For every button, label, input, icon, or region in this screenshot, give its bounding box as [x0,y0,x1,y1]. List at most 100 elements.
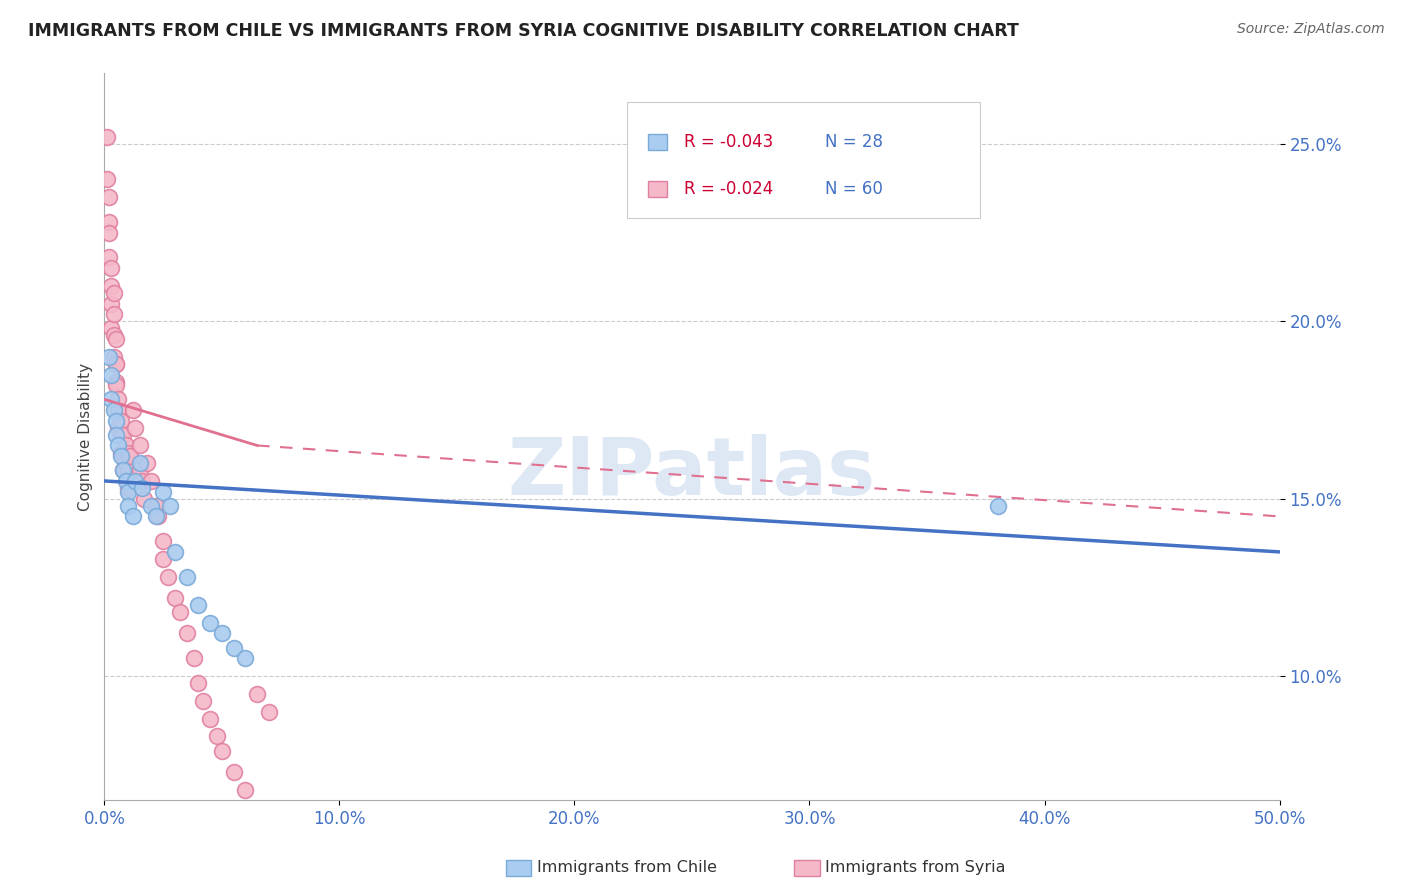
Y-axis label: Cognitive Disability: Cognitive Disability [79,362,93,510]
Point [131,481,153,495]
Point [107,438,129,452]
Text: R = -0.043: R = -0.043 [685,133,773,151]
Point [124,421,146,435]
FancyBboxPatch shape [648,181,666,197]
Point [131,474,153,488]
Point [103,285,125,300]
Point [183,651,205,665]
Point [103,307,125,321]
Point [110,445,132,459]
Point [110,427,132,442]
Text: Source: ZipAtlas.com: Source: ZipAtlas.com [1237,22,1385,37]
Point [148,509,170,524]
Point [198,712,221,726]
Point [121,403,143,417]
Point [100,321,122,335]
Text: N = 28: N = 28 [825,133,883,151]
Point [96,172,118,186]
Point [163,591,186,605]
Point [128,438,150,452]
Point [257,705,280,719]
Point [205,730,228,744]
Point [986,499,1008,513]
Point [145,509,167,524]
Point [120,449,142,463]
Point [211,626,233,640]
Point [141,474,163,488]
Point [246,687,269,701]
Point [100,296,122,310]
Point [187,598,209,612]
Point [100,368,122,382]
Point [98,190,121,204]
Point [114,438,136,452]
Point [110,414,132,428]
Point [211,743,233,757]
Point [121,509,143,524]
FancyBboxPatch shape [648,134,666,150]
Point [112,427,135,442]
Point [110,449,132,463]
Point [198,615,221,630]
Point [191,694,214,708]
Point [103,350,125,364]
Point [105,375,128,389]
Point [152,484,174,499]
Point [163,545,186,559]
Point [107,392,129,407]
Point [117,445,139,459]
Text: N = 60: N = 60 [825,180,883,198]
Point [100,261,122,276]
Point [124,474,146,488]
Point [114,456,136,470]
Point [98,215,121,229]
Point [112,463,135,477]
Point [105,427,128,442]
Point [117,484,139,499]
Point [141,499,163,513]
Point [98,350,121,364]
Point [156,570,179,584]
Point [105,357,128,371]
Point [152,534,174,549]
Point [105,332,128,346]
Point [222,640,245,655]
Point [134,491,156,506]
Point [235,782,257,797]
Point [169,605,191,619]
Point [114,474,136,488]
Point [100,392,122,407]
Text: R = -0.024: R = -0.024 [685,180,773,198]
Point [128,463,150,477]
Point [112,463,135,477]
Point [105,378,128,392]
Point [222,764,245,779]
Point [128,456,150,470]
Point [96,129,118,144]
Point [187,676,209,690]
Point [100,278,122,293]
Point [103,403,125,417]
Point [135,456,157,470]
Point [159,499,181,513]
Point [107,421,129,435]
Point [235,651,257,665]
Point [112,445,135,459]
Point [98,251,121,265]
Point [152,552,174,566]
Point [145,499,167,513]
Point [176,626,198,640]
Point [176,570,198,584]
Point [105,357,128,371]
Point [107,403,129,417]
Point [103,328,125,343]
Point [98,226,121,240]
Text: IMMIGRANTS FROM CHILE VS IMMIGRANTS FROM SYRIA COGNITIVE DISABILITY CORRELATION : IMMIGRANTS FROM CHILE VS IMMIGRANTS FROM… [28,22,1019,40]
Text: Immigrants from Chile: Immigrants from Chile [537,861,717,875]
Point [117,499,139,513]
Point [117,481,139,495]
FancyBboxPatch shape [627,102,980,219]
Text: Immigrants from Syria: Immigrants from Syria [825,861,1005,875]
Point [117,463,139,477]
Text: ZIPatlas: ZIPatlas [508,434,876,512]
